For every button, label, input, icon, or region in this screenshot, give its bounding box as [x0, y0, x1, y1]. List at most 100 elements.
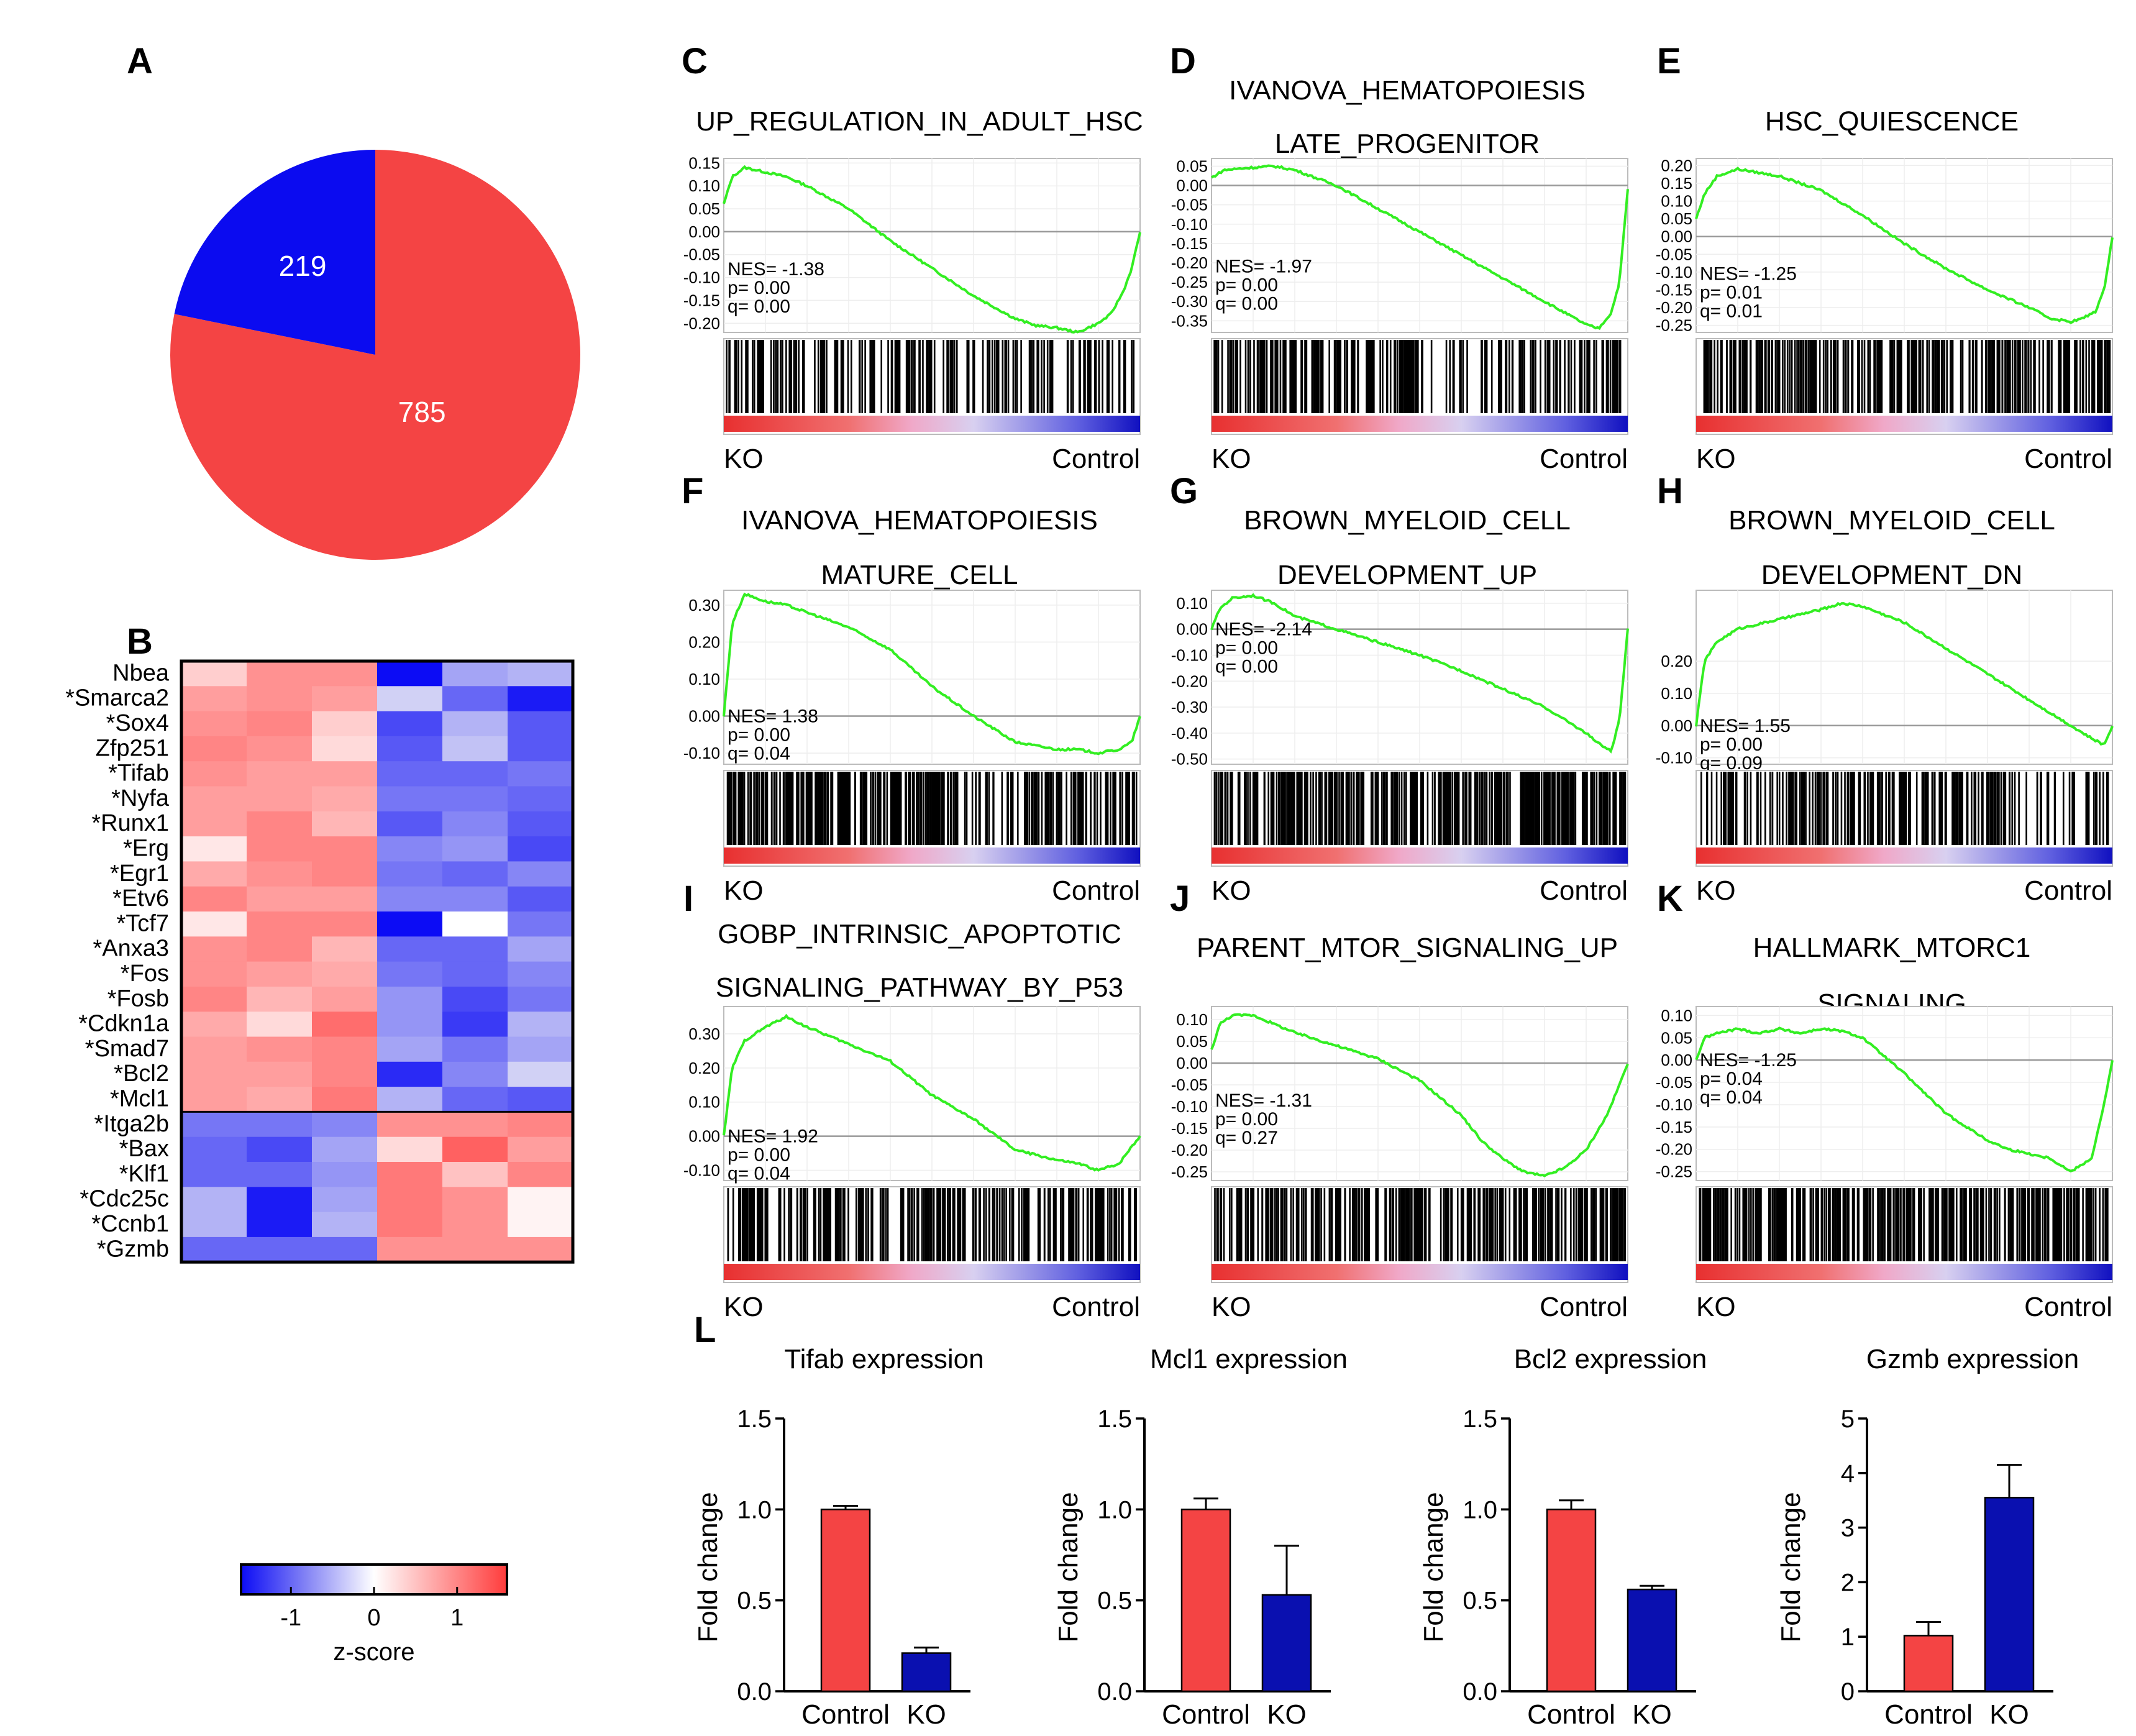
- heatmap-cell: [247, 1212, 313, 1238]
- heatmap-row-label: *Sox4: [106, 710, 169, 736]
- heatmap-cell: [312, 936, 378, 962]
- gsea-ytick-label: 0.30: [688, 596, 720, 614]
- heatmap-cell: [312, 1136, 378, 1163]
- heatmap-cell: [247, 961, 313, 987]
- heatmap-cell: [247, 1136, 313, 1163]
- heatmap-cell: [508, 1162, 573, 1187]
- gsea-ytick-label: 0.20: [688, 1059, 720, 1077]
- heatmap-cell: [247, 711, 313, 737]
- gsea-nes: NES= 1.55: [1700, 716, 1791, 736]
- bar-chart-title: Mcl1 expression: [1150, 1344, 1348, 1374]
- gsea-qvalue: q= 0.00: [728, 296, 790, 317]
- gsea-enrichment-curve: [723, 1013, 1141, 1172]
- gsea-nes: NES= -1.25: [1700, 264, 1797, 285]
- heatmap-cell: [312, 761, 378, 787]
- heatmap-cell: [181, 1061, 247, 1087]
- heatmap-cell: [247, 1187, 313, 1213]
- gsea-hits: [726, 772, 1138, 845]
- gsea-label-control: Control: [2024, 1292, 2112, 1322]
- heatmap-cell: [181, 986, 247, 1012]
- gsea-title: HSC_QUIESCENCE: [1765, 106, 2019, 137]
- gsea-hits: [727, 1188, 1138, 1261]
- heatmap-cell: [442, 986, 508, 1012]
- gsea-ytick-label: 0.00: [1661, 227, 1692, 246]
- gsea-title: HALLMARK_MTORC1: [1753, 933, 2031, 963]
- gsea-nes: NES= 1.38: [728, 706, 818, 727]
- heatmap-cell: [508, 1012, 573, 1038]
- heatmap-cell: [312, 1112, 378, 1138]
- gsea-rank-strip: [724, 1264, 1140, 1280]
- gsea-hits: [726, 340, 1135, 413]
- gsea-panel-f: IVANOVA_HEMATOPOIESIS MATURE_CELL 0.30 0.20…: [683, 505, 1141, 906]
- heatmap-cell: [442, 1036, 508, 1062]
- gsea-enrichment-curve: [1210, 593, 1629, 754]
- gsea-label-ko: KO: [1212, 1292, 1251, 1322]
- panel-letter-j: J: [1170, 879, 1190, 919]
- heatmap-cell: [508, 1212, 573, 1238]
- gsea-ytick-label: -0.10: [683, 744, 720, 762]
- heatmap-cell: [377, 736, 443, 762]
- bar-ko: [901, 1652, 952, 1693]
- heatmap-row-label: *Cdkn1a: [78, 1011, 170, 1037]
- heatmap-cell: [442, 1061, 508, 1087]
- gsea-pvalue: p= 0.00: [1700, 734, 1763, 755]
- gsea-ytick-label: 0.00: [1176, 176, 1208, 195]
- gsea-ytick-label: -0.20: [683, 314, 720, 332]
- panel-letter-l: L: [694, 1310, 716, 1350]
- bar-ytick-label: 1.0: [1097, 1496, 1132, 1524]
- gsea-ytick-label: -0.10: [1171, 215, 1208, 234]
- heatmap-cell: [508, 661, 573, 687]
- gsea-label-control: Control: [1052, 1292, 1140, 1322]
- heatmap-cell: [377, 711, 443, 737]
- colorbar-label: z-score: [333, 1638, 414, 1666]
- bar-chart-2: Bcl2 expression 0.0 0.5 1.0 1.5 Fold change Co…: [1418, 1344, 1707, 1730]
- gsea-panel-i: GOBP_INTRINSIC_APOPTOTIC SIGNALING_PATHWA…: [683, 919, 1141, 1322]
- heatmap-cell: [181, 761, 247, 787]
- gsea-ytick-label: 0.10: [1661, 1006, 1692, 1025]
- bar-ytick-label: 0.5: [1097, 1588, 1132, 1615]
- gsea-ytick-label: 0.20: [1661, 156, 1692, 175]
- heatmap-cell: [181, 961, 247, 987]
- heatmap-cell: [181, 1012, 247, 1038]
- gsea-ytick-label: 0.05: [1661, 209, 1692, 228]
- heatmap-cell: [442, 1112, 508, 1138]
- heatmap-cell: [247, 686, 313, 712]
- gsea-label-ko: KO: [1696, 444, 1736, 474]
- heatmap-cell: [312, 1236, 378, 1263]
- gsea-ytick-label: -0.20: [1656, 298, 1692, 317]
- heatmap-cell: [442, 761, 508, 787]
- heatmap-row-label: *Smarca2: [65, 685, 169, 711]
- gsea-panel-k: HALLMARK_MTORC1SIGNALING0.100.050.00-0.0…: [1656, 933, 2114, 1322]
- heatmap-cell: [247, 886, 313, 912]
- gsea-enrichment-curve: [1695, 167, 2114, 324]
- gsea-pvalue: p= 0.00: [1215, 275, 1278, 296]
- gsea-nes: NES= -1.25: [1700, 1050, 1797, 1071]
- heatmap-cell: [377, 961, 443, 987]
- gsea-rank-strip: [1696, 847, 2112, 864]
- gsea-ytick-label: -0.10: [1171, 646, 1208, 664]
- bar-ytick-label: 4: [1841, 1460, 1855, 1487]
- heatmap-cell: [247, 1012, 313, 1038]
- gsea-title: BROWN_MYELOID_CELL: [1728, 505, 2055, 536]
- gsea-ytick-label: 0.20: [688, 633, 720, 651]
- heatmap-cell: [181, 661, 247, 687]
- heatmap-cell: [312, 886, 378, 912]
- heatmap-cell: [442, 811, 508, 837]
- gsea-ytick-label: -0.30: [1171, 698, 1208, 716]
- gsea-label-ko: KO: [1212, 444, 1251, 474]
- gsea-ytick-label: 0.15: [1661, 174, 1692, 193]
- gsea-title-line2: MATURE_CELL: [821, 560, 1018, 590]
- gsea-label-ko: KO: [1696, 1292, 1736, 1322]
- heatmap-cell: [181, 936, 247, 962]
- gsea-ytick-label: 0.00: [688, 1127, 720, 1146]
- bar-ytick-label: 0.0: [737, 1678, 772, 1706]
- heatmap-cell: [181, 711, 247, 737]
- gsea-hits: [1213, 772, 1627, 845]
- heatmap-cell: [181, 786, 247, 812]
- gsea-hits: [1700, 772, 2109, 845]
- heatmap-cell: [377, 1136, 443, 1163]
- gsea-pvalue: p= 0.00: [728, 1145, 790, 1166]
- heatmap-cell: [442, 836, 508, 862]
- bar-ko: [1627, 1588, 1677, 1693]
- gsea-title: IVANOVA_HEMATOPOIESIS: [1229, 75, 1586, 106]
